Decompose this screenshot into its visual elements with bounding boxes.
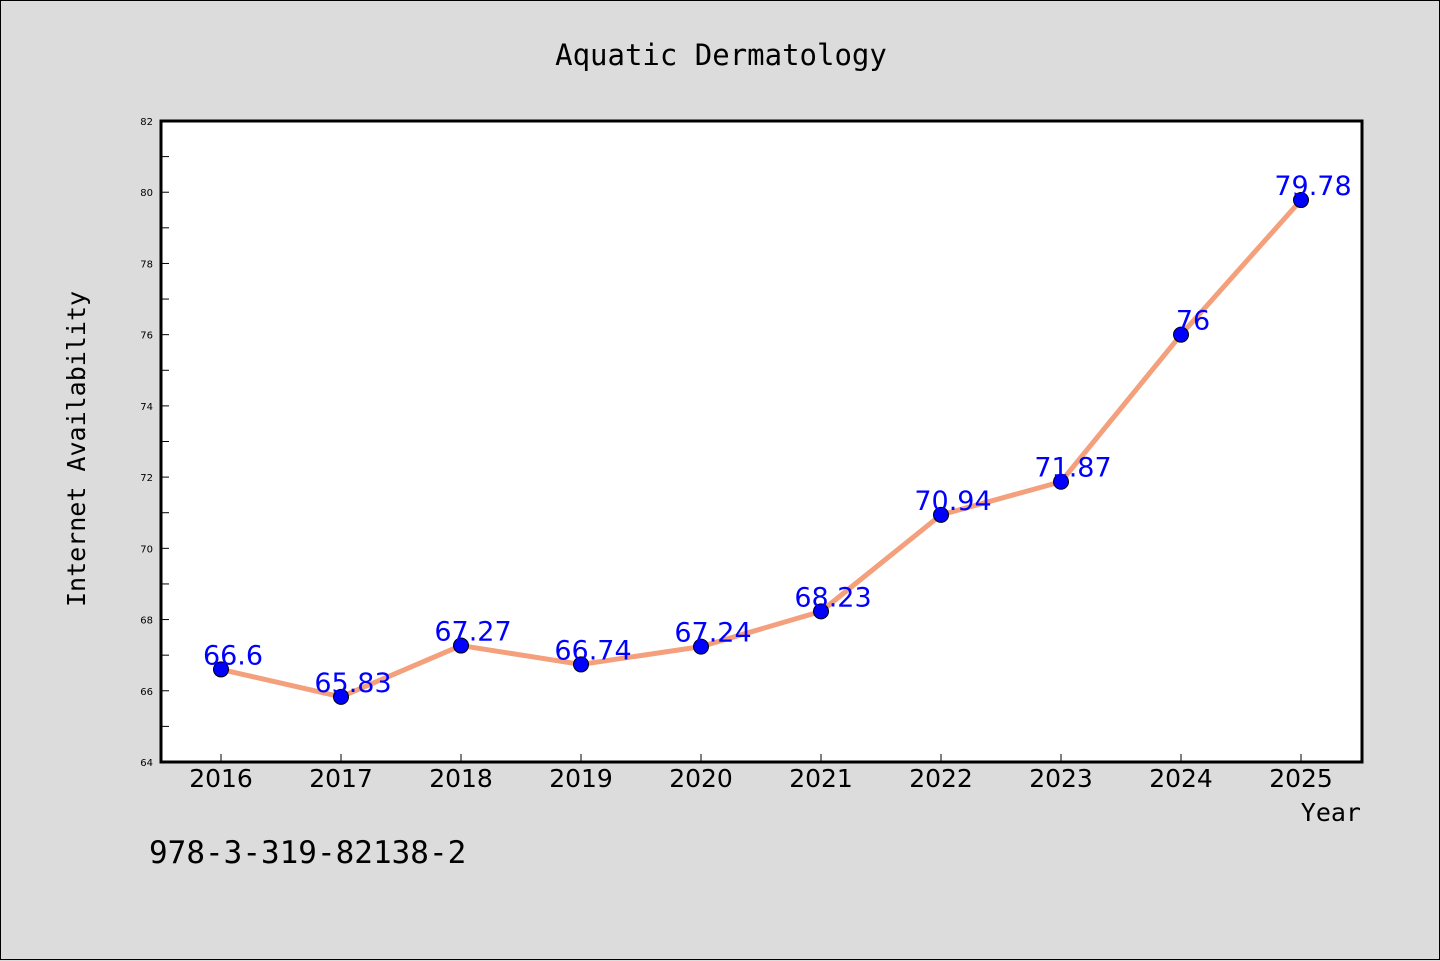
x-tick-label: 2023 — [1029, 764, 1093, 793]
data-label: 76 — [1176, 306, 1210, 337]
data-label: 66.74 — [554, 635, 631, 666]
y-tick-label: 82 — [140, 117, 153, 128]
x-tick-label: 2020 — [669, 764, 733, 793]
data-point — [1293, 192, 1309, 209]
x-axis: 2016 2017 2018 2019 2020 2021 2022 2023 2024 2025 — [189, 754, 1333, 793]
data-point — [1053, 473, 1069, 490]
x-tick-label: 2019 — [549, 764, 613, 793]
data-point — [333, 688, 349, 705]
data-label: 65.83 — [314, 668, 391, 699]
series-line — [218, 197, 1304, 700]
data-label: 79.78 — [1274, 171, 1351, 202]
y-tick-label: 76 — [140, 331, 153, 342]
y-tick-label: 70 — [140, 544, 153, 555]
y-tick-label: 68 — [140, 616, 153, 627]
y-axis: 64 66 68 70 72 74 76 78 80 82 — [140, 117, 169, 769]
data-label: 67.27 — [434, 617, 511, 648]
x-tick-label: 2016 — [189, 764, 253, 793]
data-label: 71.87 — [1034, 453, 1111, 484]
x-tick-label: 2024 — [1149, 764, 1213, 793]
data-point — [693, 638, 709, 655]
isbn-footnote: 978-3-319-82138-2 — [149, 835, 467, 871]
y-tick-label: 74 — [140, 402, 153, 413]
y-tick-label: 78 — [140, 259, 153, 270]
series-line-group — [218, 197, 1304, 700]
x-tick-label: 2021 — [789, 764, 853, 793]
x-axis-label: Year — [1301, 798, 1361, 827]
data-label: 68.23 — [794, 582, 871, 613]
y-tick-label: 80 — [140, 188, 153, 199]
x-tick-label: 2022 — [909, 764, 973, 793]
chart-title: Aquatic Dermatology — [555, 38, 887, 72]
data-label: 70.94 — [914, 486, 991, 517]
data-point — [813, 603, 829, 620]
y-tick-label: 72 — [140, 473, 153, 484]
data-point — [213, 661, 229, 678]
y-tick-label: 64 — [140, 758, 153, 769]
data-point — [453, 637, 469, 654]
marker-group — [213, 192, 1309, 705]
x-tick-label: 2018 — [429, 764, 493, 793]
x-tick-label: 2025 — [1269, 764, 1333, 793]
plot-area — [159, 119, 1364, 764]
data-label-group: 66.6 65.83 67.27 66.74 67.24 68.23 70.94 71.87 7… — [203, 171, 1352, 699]
data-point — [933, 506, 949, 523]
data-point — [1173, 326, 1189, 343]
x-tick-label: 2017 — [309, 764, 373, 793]
y-tick-label: 66 — [140, 687, 153, 698]
data-label: 67.24 — [674, 618, 751, 649]
data-label: 66.6 — [203, 640, 263, 671]
y-axis-label: Internet Availability — [62, 291, 91, 607]
data-point — [573, 656, 589, 673]
